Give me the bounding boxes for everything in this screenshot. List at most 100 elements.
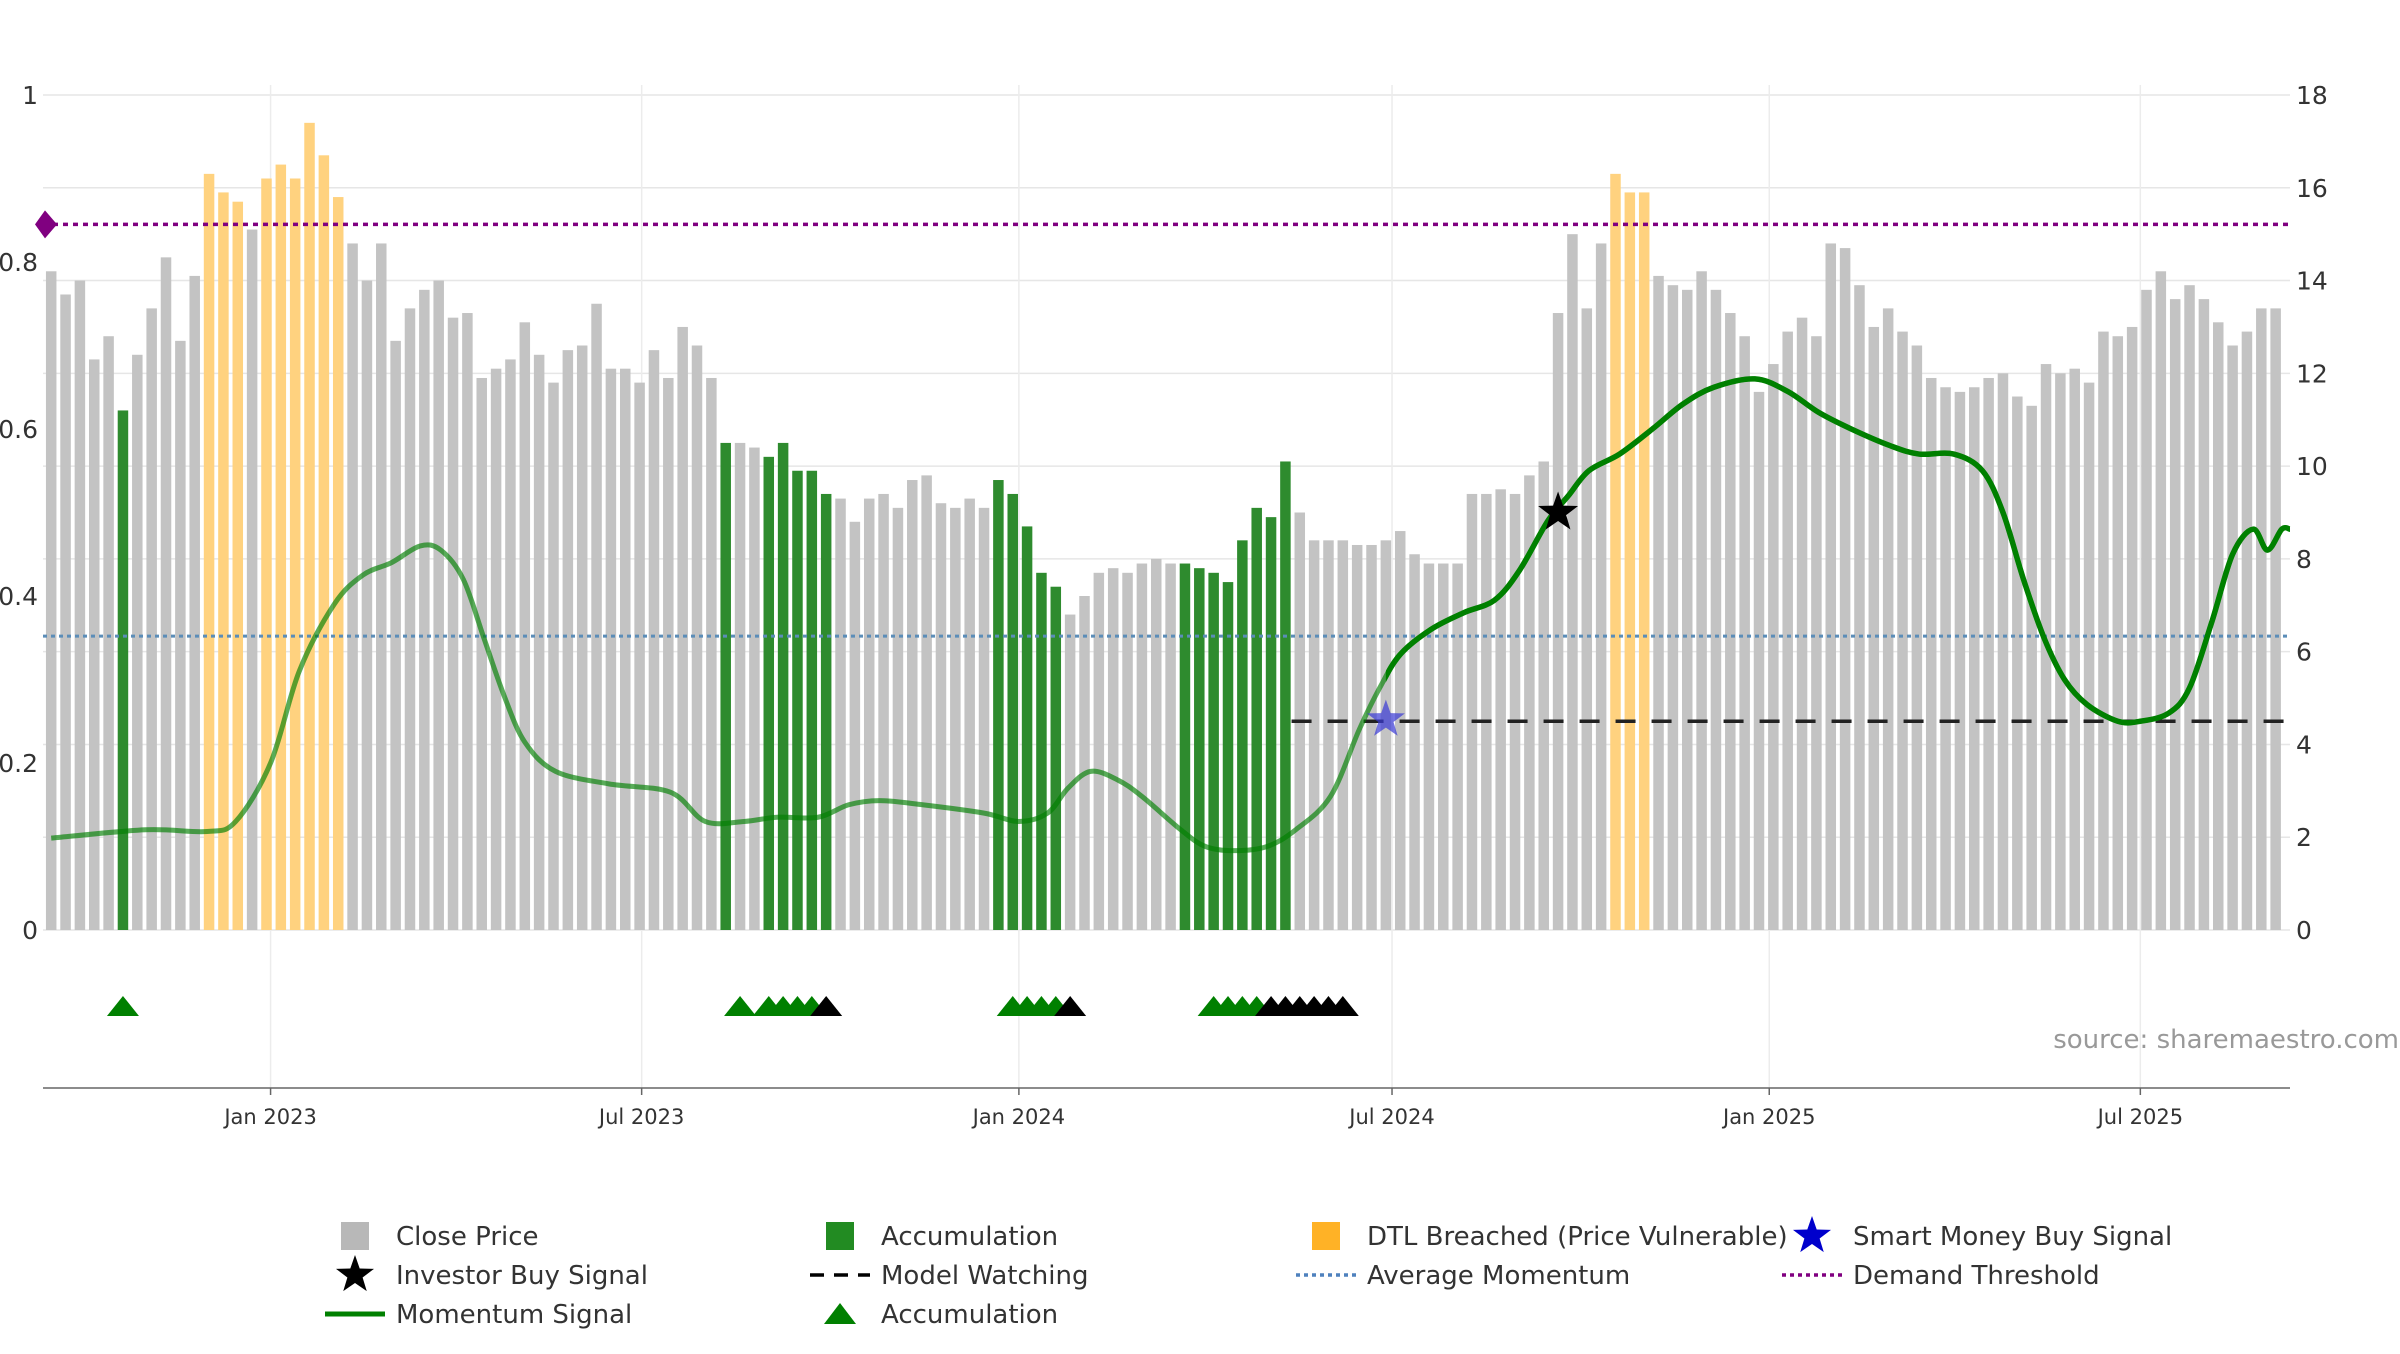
close-price-bar [2198,299,2210,931]
close-price-bar [1868,326,1880,930]
close-price-bar [1954,391,1966,930]
close-price-bar [1366,544,1377,930]
accumulation-bar [1179,563,1191,930]
close-price-bar [160,257,172,931]
close-price-bar [1093,572,1105,930]
close-price-bar [1452,563,1463,930]
accumulation-bar [1208,572,1219,930]
close-price-bar [462,313,473,930]
close-price-bar [1079,596,1090,930]
close-price-bar [562,350,574,930]
close-price-bar [45,271,57,930]
y-right-tick-label: 16 [2296,174,2328,203]
close-price-bar [476,377,487,930]
close-price-bar [132,354,143,930]
y-right-tick-label: 10 [2296,452,2328,481]
close-price-bar [1107,568,1119,930]
legend-momentum-signal-label: Momentum Signal [396,1300,632,1330]
accumulation-bar [1265,517,1277,930]
close-price-bar [1696,271,1707,930]
close-price-bar [1165,563,1176,930]
dtl-breached-bar [261,178,272,930]
close-price-bar [1567,234,1578,930]
y-right-tick-label: 6 [2296,638,2312,667]
close-price-bar [404,308,416,930]
close-price-bar [2126,326,2138,930]
close-price-bar [1438,563,1449,930]
dtl-breached-bar [232,201,244,930]
y-right-tick-label: 14 [2296,267,2328,296]
accumulation-bar [1050,586,1062,930]
close-price-bar [2227,345,2238,930]
y-right-tick-label: 4 [2296,730,2312,759]
close-price-bar [1897,331,1908,930]
close-price-bar [1595,243,1607,930]
close-price-bar [634,382,645,931]
accumulation-triangle [810,996,843,1016]
close-price-bar [1653,275,1664,931]
dtl-breached-bar [203,173,215,931]
close-price-bar [1825,243,1837,930]
close-price-bar [2241,331,2253,930]
dtl-breached-bar [332,197,344,931]
accumulation-bar [1036,572,1047,930]
close-price-bar [2098,331,2109,930]
close-price-bar [1423,563,1435,930]
buy-signals [1366,491,1579,736]
close-price-bar [863,498,875,930]
x-tick-label: Jul 2025 [2096,1105,2183,1129]
close-price-bar [1811,336,1822,930]
close-price-bar [1882,308,1894,930]
close-price-bar [892,507,904,930]
close-price-bar [921,475,932,930]
accumulation-bar [1251,507,1262,930]
close-price-bar [1136,563,1148,930]
close-price-bar [1667,285,1679,930]
close-price-bar [1997,373,2009,930]
close-price-bar [1150,558,1162,930]
x-tick-label: Jul 2023 [597,1105,684,1129]
legend-smart-money-buy-signal-swatch [1792,1216,1832,1253]
close-price-bar [60,294,71,930]
close-price-bar [103,336,114,930]
accumulation-bar [763,456,775,930]
dtl-breached-bar [318,155,330,931]
close-price-bar [677,326,688,930]
close-price-bar [433,280,444,930]
smart-money-buy-signal-star [1366,699,1405,736]
close-price-bar [2212,322,2224,930]
y-right-tick-label: 2 [2296,823,2312,852]
close-price-bar [1925,377,1937,930]
y-left-tick-label: 0.6 [0,415,38,444]
close-price-bar [648,350,660,930]
close-price-bar [935,503,947,930]
close-price-bar [849,521,861,930]
close-price-bar [1495,489,1506,930]
close-price-bar [1940,387,1951,930]
close-price-bar [1538,461,1549,930]
close-price-bar [533,354,545,930]
close-price-bar [1409,554,1420,930]
accumulation-triangle [1054,996,1087,1016]
close-price-bar [749,447,760,930]
close-price-bar [1710,289,1722,930]
accumulation-triangle [724,996,757,1016]
close-price-bar [376,243,387,930]
legend-model-watching-label: Model Watching [881,1261,1088,1291]
x-tick-label: Jul 2024 [1347,1105,1434,1129]
close-price-bar [663,377,674,930]
y-left-tick-label: 0.4 [0,582,38,611]
close-price-bar [447,317,459,931]
accumulation-bar [792,470,803,930]
accumulation-bar [1280,461,1291,930]
demand-threshold-marker [35,210,57,239]
close-price-bar [1681,289,1693,930]
dtl-breached-bar [1624,192,1636,930]
close-price-bar [2155,271,2167,930]
close-price-bar [505,359,516,931]
close-price-bar [978,507,990,930]
y-right-tick-label: 12 [2296,359,2328,388]
accumulation-markers [106,996,1359,1016]
legend-close-price-swatch [341,1222,369,1250]
legend-close-price-label: Close Price [396,1222,539,1252]
